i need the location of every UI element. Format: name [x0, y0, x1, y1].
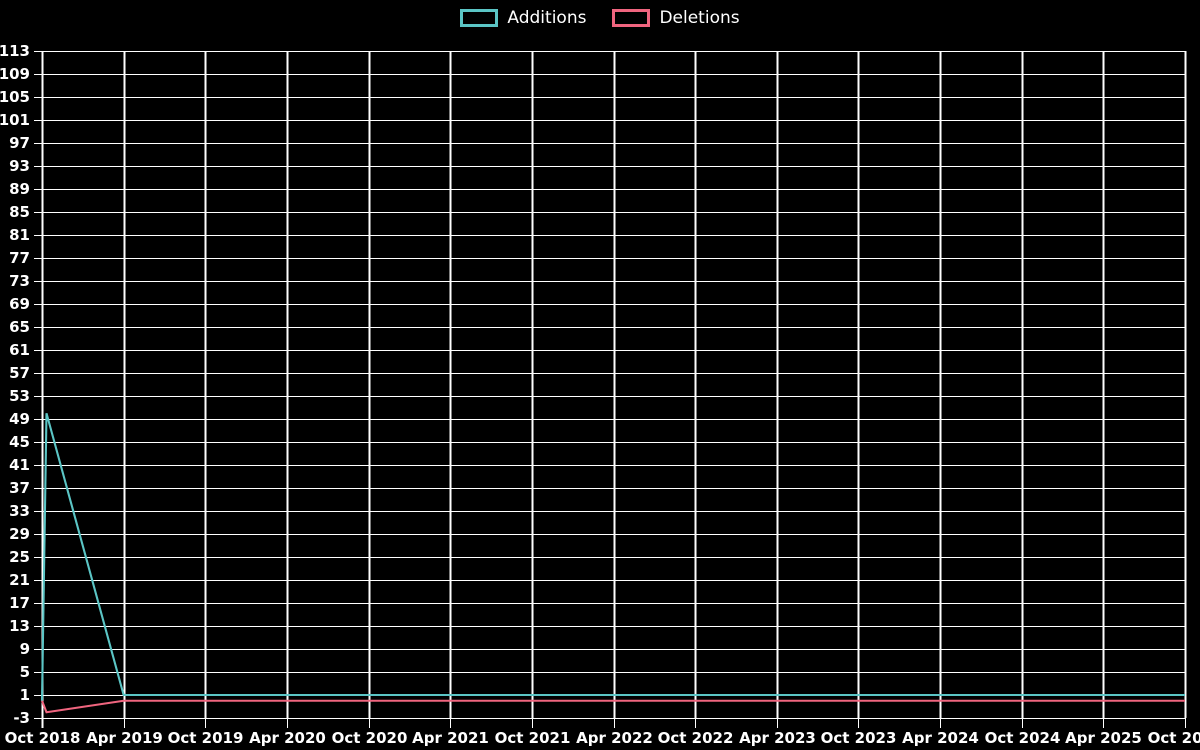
y-axis-tick-label: 49 [9, 410, 30, 428]
y-axis-tick-label: 97 [9, 134, 30, 152]
x-axis-tick-label: Oct 2019 [168, 729, 244, 747]
y-axis-tick-label: 17 [9, 594, 30, 612]
y-axis-tick-label: 25 [9, 548, 30, 566]
x-axis-tick-label: Oct 2018 [5, 729, 81, 747]
y-axis-tick-label: 5 [20, 663, 30, 681]
y-axis-tick-label: 53 [9, 387, 30, 405]
y-axis-tick-label: 85 [9, 203, 30, 221]
legend-swatch-additions-icon [460, 9, 499, 27]
y-axis-tick-label: 113 [0, 42, 30, 60]
y-axis-tick-label: 73 [9, 272, 30, 290]
horizontal-gridlines [34, 50, 1185, 720]
y-axis-tick-label: 61 [9, 341, 30, 359]
x-axis-tick-labels: Oct 2018 Apr 2019 Oct 2019 Apr 2020 Oct 2020… [5, 729, 1200, 747]
x-axis-tick-label: Apr 2025 [1065, 729, 1142, 747]
x-axis-tick-label: Oct 2024 [985, 729, 1061, 747]
y-axis-tick-label: -3 [13, 709, 30, 727]
y-axis-tick-label: 105 [0, 88, 30, 106]
x-axis-tick-label: Apr 2024 [902, 729, 979, 747]
y-axis-tick-labels: 1131091051019793898581777369656157534945… [0, 42, 30, 727]
series-line-additions [40, 412, 1185, 701]
y-axis-tick-label: 89 [9, 180, 30, 198]
vertical-gridlines [41, 51, 1187, 718]
y-axis-tick-label: 101 [0, 111, 30, 129]
y-axis-tick-label: 9 [20, 640, 30, 658]
x-axis-tick-label: Apr 2023 [739, 729, 816, 747]
y-axis-tick-label: 93 [9, 157, 30, 175]
y-axis-tick-label: 29 [9, 525, 30, 543]
y-axis-tick-label: 45 [9, 433, 30, 451]
x-axis-tick-label: Oct 2025 [1148, 729, 1200, 747]
legend-item-additions[interactable]: Additions [460, 8, 586, 28]
x-axis-tick-label: Oct 2020 [332, 729, 408, 747]
y-axis-tick-label: 13 [9, 617, 30, 635]
y-axis-tick-label: 81 [9, 226, 30, 244]
y-axis-tick-label: 57 [9, 364, 30, 382]
y-axis-tick-label: 41 [9, 456, 30, 474]
legend-item-deletions[interactable]: Deletions [612, 8, 740, 28]
x-axis-tick-label: Oct 2023 [821, 729, 897, 747]
x-axis-tick-label: Oct 2022 [658, 729, 734, 747]
x-axis-tick-label: Apr 2019 [86, 729, 163, 747]
y-axis-tick-label: 65 [9, 318, 30, 336]
y-axis-tick-label: 33 [9, 502, 30, 520]
y-axis-tick-label: 69 [9, 295, 30, 313]
x-axis-tick-label: Oct 2021 [495, 729, 571, 747]
y-axis-tick-label: 109 [0, 65, 30, 83]
x-axis-tick-label: Apr 2022 [576, 729, 653, 747]
data-series-group [40, 412, 1185, 714]
y-axis-tick-label: 77 [9, 249, 30, 267]
legend-swatch-deletions-icon [612, 9, 651, 27]
y-axis-tick-label: 37 [9, 479, 30, 497]
y-axis-tick-label: 1 [20, 686, 30, 704]
series-line-deletions [41, 699, 1185, 714]
chart-legend: Additions Deletions [0, 0, 1200, 36]
legend-label-additions: Additions [507, 8, 587, 28]
y-axis-tick-label: 21 [9, 571, 30, 589]
legend-label-deletions: Deletions [659, 8, 740, 28]
x-axis-tick-label: Apr 2021 [412, 729, 489, 747]
x-axis-tick-label: Apr 2020 [249, 729, 326, 747]
